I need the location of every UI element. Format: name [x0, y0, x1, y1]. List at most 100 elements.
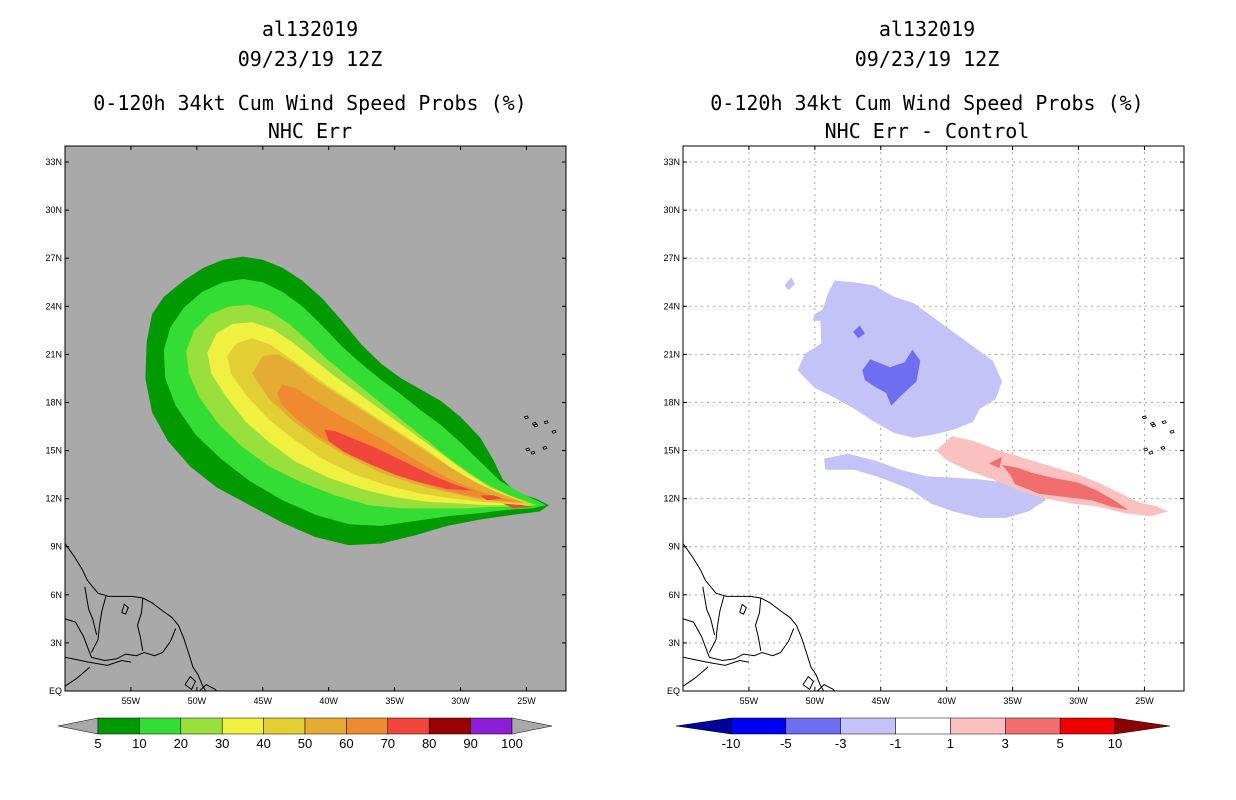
right-axes: 55W 50W 45W 40W 35W 30W 25W EQ 3N 6N 9N 12N 15N 18N 21…	[663, 145, 1185, 706]
left-colorbar-label-1: 10	[132, 736, 146, 751]
right-x-tick-label-2: 45W	[872, 696, 891, 706]
right-x-tick-label-3: 40W	[937, 696, 956, 706]
right-coastline-0	[683, 543, 825, 691]
right-colorbar-label-7: 10	[1108, 736, 1122, 751]
left-colorbar-swatch-7	[387, 717, 430, 735]
right-y-tick-label-6: 18N	[663, 397, 680, 407]
left-title-line-4: NHC Err	[268, 119, 352, 143]
right-x-tick-label-6: 25W	[1135, 696, 1154, 706]
left-x-tick-label-2: 45W	[254, 696, 273, 706]
right-colorbar-swatch-2	[840, 717, 896, 735]
right-colorbar-swatch-6	[1059, 717, 1116, 735]
right-y-tick-label-2: 6N	[668, 590, 680, 600]
left-contour-70-7	[324, 429, 474, 491]
right-y-tick-label-1: 3N	[668, 638, 680, 648]
right-contour--1-0	[797, 280, 1003, 438]
right-x-tick-label-0: 55W	[740, 696, 759, 706]
right-y-tick-label-11: 33N	[663, 157, 680, 167]
right-plot-area	[683, 146, 1184, 692]
left-island-0	[523, 415, 529, 420]
left-colorbar-swatch-4	[263, 717, 306, 735]
right-contour-1-6	[936, 436, 1169, 517]
left-colorbar-swatch-0	[97, 717, 140, 735]
left-island-2	[543, 420, 549, 425]
right-island-2	[1161, 420, 1167, 425]
left-x-tick-label-1: 50W	[188, 696, 207, 706]
right-contour--1-2	[812, 309, 823, 321]
left-colorbar-swatch-3	[221, 717, 264, 735]
left-contour-70-8	[480, 495, 503, 501]
left-contour-layer	[145, 256, 549, 546]
right-coastline-6	[817, 683, 836, 691]
left-title-line-3: 0-120h 34kt Cum Wind Speed Probs (%)	[93, 91, 526, 115]
left-plot-frame	[64, 145, 567, 692]
right-title-line-2: 09/23/19 12Z	[855, 47, 1000, 71]
left-contour-50-5	[252, 354, 527, 504]
right-coastline-7	[802, 675, 815, 691]
left-colorbar-swatch-6	[346, 717, 389, 735]
left-coastline-0	[65, 543, 207, 691]
right-chart-panel: al132019 09/23/19 12Z 0-120h 34kt Cum Wi…	[663, 17, 1185, 751]
right-colorbar-label-3: -1	[890, 736, 902, 751]
right-contour--1-3	[824, 453, 1046, 518]
left-colorbar-label-3: 30	[215, 736, 229, 751]
left-coastline-1	[65, 618, 177, 662]
right-plot-frame	[682, 145, 1185, 692]
left-colorbar-swatch-8	[428, 717, 471, 735]
right-y-tick-label-3: 9N	[668, 542, 680, 552]
right-colorbar-swatch-3	[895, 717, 951, 735]
right-island-3	[1169, 429, 1175, 434]
left-y-tick-label-1: 3N	[50, 638, 62, 648]
right-y-tick-label-4: 12N	[663, 494, 680, 504]
right-y-tick-label-8: 24N	[663, 301, 680, 311]
left-coastline-4	[136, 597, 144, 651]
left-colorbar-label-2: 20	[174, 736, 188, 751]
left-axes: 55W 50W 45W 40W 35W 30W 25W EQ 3N 6N 9N 12N 15N 18N 21…	[45, 145, 567, 706]
right-x-tick-label-4: 35W	[1003, 696, 1022, 706]
left-x-tick-label-0: 55W	[122, 696, 141, 706]
left-island-7	[533, 423, 539, 428]
left-y-tick-label-9: 27N	[45, 253, 62, 263]
right-coastline-9	[739, 603, 747, 615]
left-colorbar-end-triangle	[511, 717, 553, 735]
left-colorbar-swatch-5	[304, 717, 347, 735]
left-colorbar-label-10: 100	[501, 736, 523, 751]
right-colorbar-label-5: 3	[1002, 736, 1009, 751]
left-y-tick-label-8: 24N	[45, 301, 62, 311]
right-colorbar-swatch-1	[785, 717, 841, 735]
left-y-tick-label-2: 6N	[50, 590, 62, 600]
right-colorbar-swatch-0	[730, 717, 787, 735]
left-colorbar-swatch-1	[139, 717, 182, 735]
left-y-tick-label-10: 30N	[45, 205, 62, 215]
right-colorbar-swatch-4	[950, 717, 1006, 735]
left-island-3	[551, 429, 557, 434]
right-contour--3-5	[853, 325, 865, 339]
left-coastline-6	[199, 683, 218, 691]
right-x-tick-label-5: 30W	[1069, 696, 1088, 706]
left-coastline-9	[121, 603, 129, 615]
left-colorbar-swatch-2	[180, 717, 223, 735]
right-y-tick-label-0: EQ	[667, 686, 680, 696]
right-coastline-2	[702, 586, 716, 636]
left-colorbar: 5 10 20 30 40 50 60 70 80 90 100	[57, 717, 553, 751]
right-y-tick-label-7: 21N	[663, 349, 680, 359]
left-x-tick-label-4: 35W	[385, 696, 404, 706]
left-coastline-7	[184, 675, 197, 691]
right-colorbar-label-2: -3	[835, 736, 847, 751]
left-colorbar-swatch-9	[470, 717, 513, 735]
left-colorbar-label-4: 40	[256, 736, 270, 751]
left-x-tick-label-3: 40W	[319, 696, 338, 706]
right-contour-3-8	[988, 457, 1003, 469]
right-y-tick-label-9: 27N	[663, 253, 680, 263]
right-coastline-1	[683, 618, 795, 662]
left-x-tick-label-5: 30W	[451, 696, 470, 706]
right-coastline-layer	[683, 415, 1175, 691]
right-contour--3-4	[862, 349, 921, 406]
left-island-4	[542, 445, 548, 450]
left-coastline-2	[84, 586, 98, 636]
left-coastline-3	[90, 596, 107, 653]
right-contour-3-7	[1002, 465, 1129, 510]
right-colorbar-start-triangle	[675, 717, 732, 735]
left-coastline-8	[65, 666, 91, 687]
